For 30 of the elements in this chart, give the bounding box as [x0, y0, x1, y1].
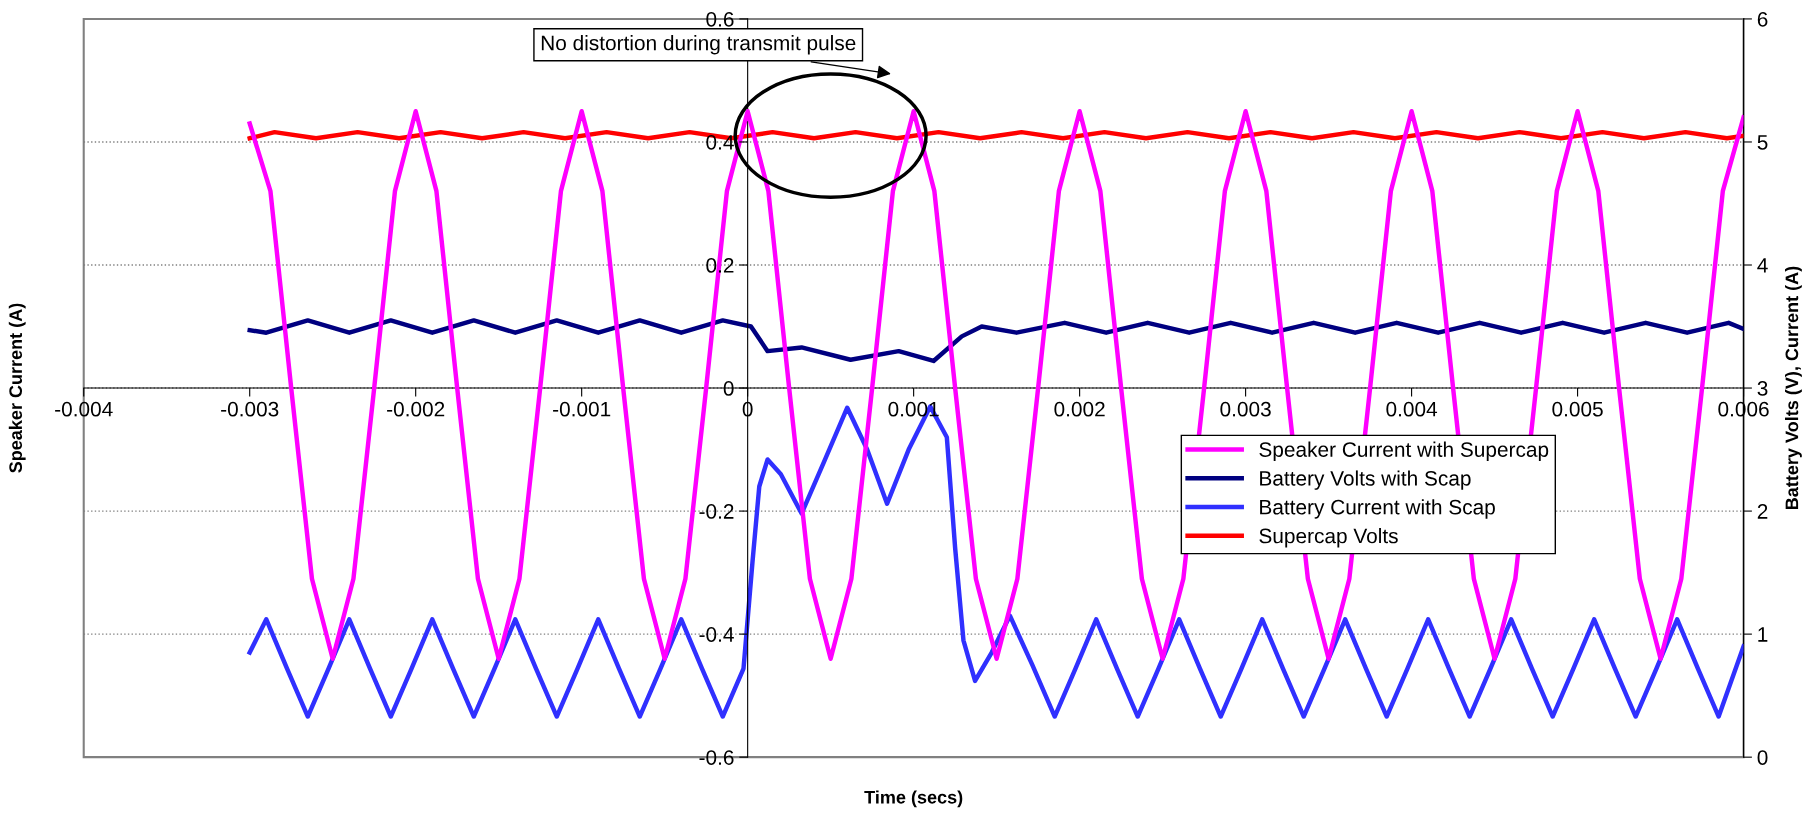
annotation: No distortion during transmit pulse	[541, 35, 856, 55]
legend-label: Supercap Volts	[1259, 528, 1398, 548]
x-tick-label: -0.003	[221, 401, 279, 417]
y-tick-label: -0.6	[699, 750, 734, 765]
y2-tick-label: 3	[1757, 381, 1768, 396]
y2-tick-label: 2	[1757, 504, 1768, 519]
x-tick-label: 0.003	[1220, 401, 1271, 417]
x-tick-label: 0.002	[1054, 401, 1105, 417]
y2-tick-label: 4	[1757, 258, 1768, 273]
x-tick-label: -0.002	[387, 401, 445, 417]
x-tick-label: -0.004	[55, 401, 113, 417]
line-series	[247, 318, 1744, 364]
y2-axis-title: Battery Volts (V), Current (A)	[1785, 266, 1802, 510]
y2-tick-label: 0	[1757, 750, 1768, 765]
x-tick-label: 0.004	[1386, 401, 1438, 417]
x-tick-label: 0.005	[1552, 401, 1603, 417]
y2-tick-label: 6	[1757, 11, 1768, 27]
y-tick-label: 0	[723, 381, 734, 396]
y-tick-label: 0.6	[706, 11, 734, 27]
legend-label: Speaker Current with Supercap	[1259, 441, 1549, 462]
y-tick-label: 0.4	[706, 134, 734, 150]
legend-label: Battery Current with Scap	[1260, 499, 1495, 519]
y-axis-title: Speaker Current (A)	[8, 303, 26, 473]
x-axis-title: Time (secs)	[864, 790, 963, 808]
y-tick-label: -0.4	[699, 627, 734, 642]
legend-label: Battery Volts with Scap	[1260, 470, 1471, 490]
x-tick-label: -0.001	[553, 401, 611, 417]
y-tick-label: -0.2	[699, 504, 734, 519]
y2-tick-label: 1	[1758, 627, 1768, 642]
y2-tick-label: 5	[1757, 135, 1768, 150]
